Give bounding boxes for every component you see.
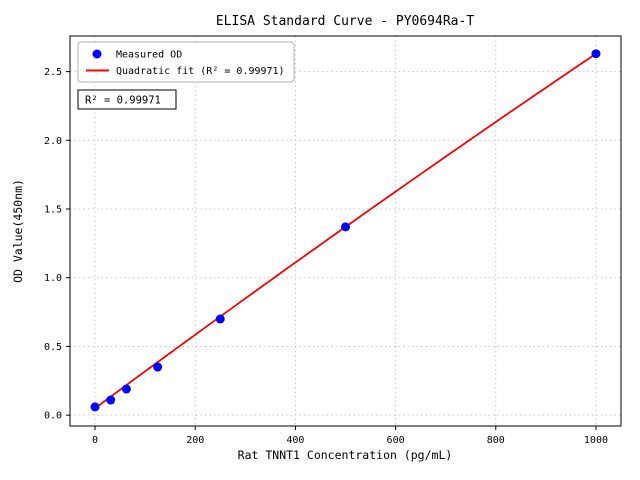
plot-layer: 0 200 400 600 800 1000 0.0 0.5 1.0 1.5 2.0 2.5 bbox=[44, 35, 622, 446]
data-point bbox=[215, 314, 225, 324]
y-tick-label: 1.0 bbox=[44, 273, 62, 284]
data-point bbox=[106, 395, 116, 405]
legend: Measured OD Quadratic fit (R² = 0.99971) bbox=[77, 41, 295, 83]
data-point bbox=[591, 49, 601, 59]
x-tick-label: 1000 bbox=[584, 435, 608, 446]
x-tick-label: 400 bbox=[286, 435, 304, 446]
r-squared-annotation: R² = 0.99971 bbox=[77, 89, 177, 110]
legend-entry-label: Measured OD bbox=[116, 50, 182, 61]
data-point bbox=[341, 222, 350, 232]
y-tick-label: 0.5 bbox=[44, 342, 62, 353]
x-tick-label: 600 bbox=[387, 435, 405, 446]
annotation-text: R² = 0.99971 bbox=[85, 95, 161, 107]
chart-title: ELISA Standard Curve - PY0694Ra-T bbox=[216, 14, 474, 29]
data-point bbox=[153, 362, 163, 372]
x-tick-label: 200 bbox=[186, 435, 204, 446]
x-tick-label: 800 bbox=[487, 435, 505, 446]
y-tick-label: 2.0 bbox=[44, 136, 62, 147]
y-axis-label: OD Value(450nm) bbox=[11, 179, 25, 283]
y-tick-label: 0.0 bbox=[44, 411, 62, 422]
data-point bbox=[121, 384, 131, 394]
annotation-box bbox=[77, 89, 177, 110]
axes-frame bbox=[69, 35, 622, 427]
y-tick-label: 2.5 bbox=[44, 67, 62, 78]
legend-entry-label: Quadratic fit (R² = 0.99971) bbox=[116, 66, 285, 77]
x-axis-label: Rat TNNT1 Concentration (pg/mL) bbox=[238, 448, 453, 462]
x-tick-label: 0 bbox=[92, 435, 98, 446]
legend-box bbox=[77, 41, 295, 83]
data-point bbox=[90, 402, 100, 412]
y-tick-label: 1.5 bbox=[44, 205, 62, 216]
legend-marker-dot bbox=[92, 49, 102, 59]
